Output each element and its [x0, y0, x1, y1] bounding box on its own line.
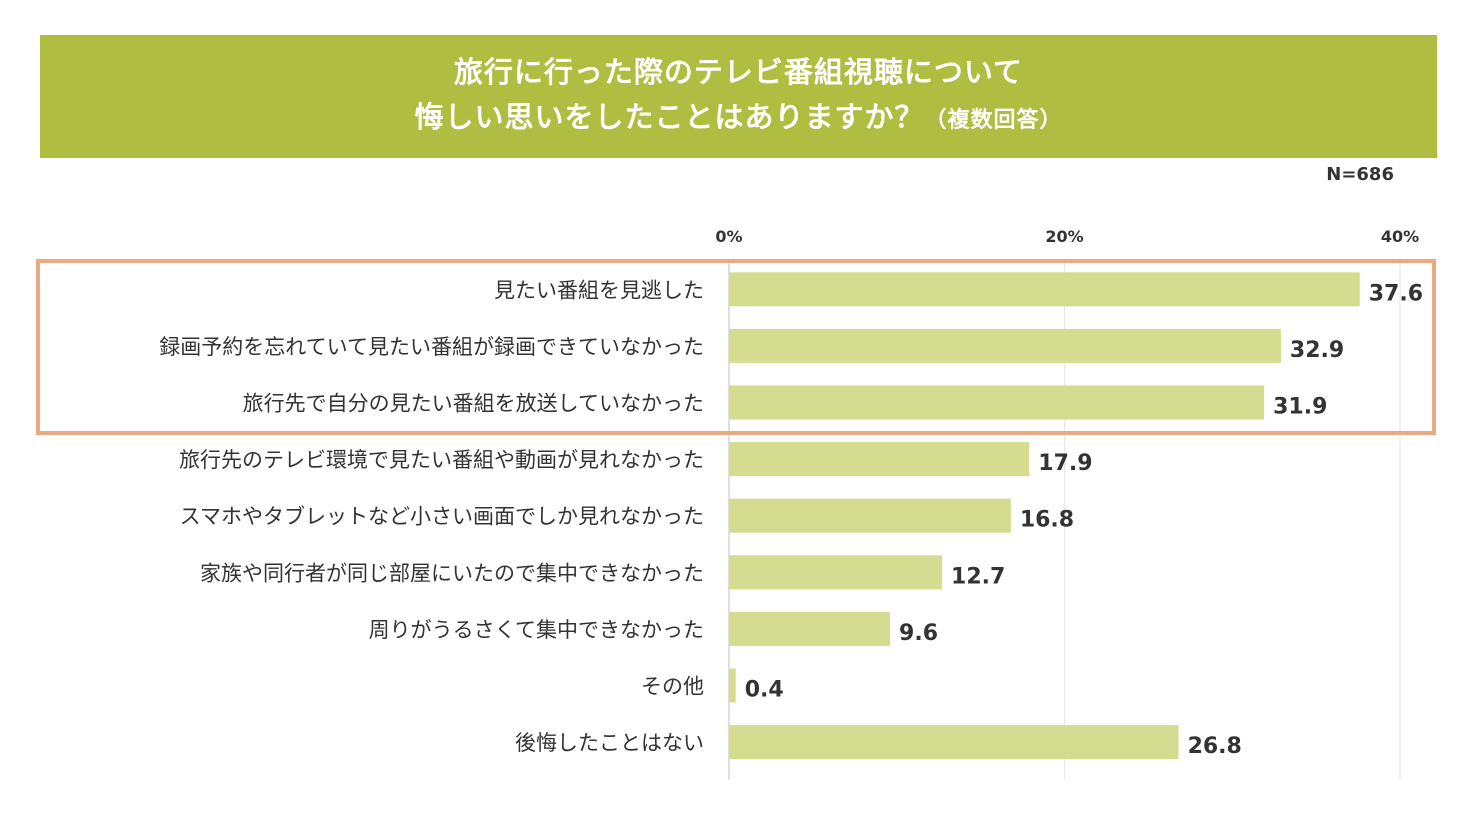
- value-label: 31.9: [1273, 395, 1327, 420]
- value-label: 16.8: [1020, 508, 1074, 533]
- category-label: 家族や同行者が同じ部屋にいたので集中できなかった: [200, 561, 704, 585]
- category-label: 見たい番組を見逃した: [494, 278, 704, 302]
- bar: [729, 498, 1011, 533]
- title-suffix: （複数回答）: [924, 108, 1063, 133]
- title-line-2: 悔しい思いをしたことはありますか？（複数回答）: [414, 95, 1062, 143]
- x-tick-label: 20%: [1045, 227, 1083, 246]
- value-label: 32.9: [1290, 338, 1344, 363]
- value-label: 37.6: [1369, 281, 1423, 306]
- bar: [729, 328, 1281, 363]
- sample-size: N=686: [1326, 164, 1394, 185]
- highlight-box: [36, 259, 1436, 435]
- category-label: その他: [641, 675, 704, 699]
- value-label: 26.8: [1188, 734, 1242, 759]
- value-label: 12.7: [951, 564, 1005, 589]
- title-line-1: 旅行に行った際のテレビ番組視聴について: [453, 55, 1024, 89]
- category-label: 旅行先のテレビ環境で見たい番組や動画が見れなかった: [179, 448, 704, 472]
- value-label: 0.4: [745, 678, 784, 703]
- x-tick-label: 40%: [1381, 227, 1419, 246]
- bar: [729, 272, 1360, 307]
- category-label: 周りがうるさくて集中できなかった: [369, 618, 704, 642]
- category-label: 後悔したことはない: [515, 731, 704, 755]
- bar: [729, 555, 943, 590]
- bar: [729, 442, 1030, 477]
- category-label: 録画予約を忘れていて見たい番組が録画できていなかった: [159, 335, 704, 359]
- category-label: スマホやタブレットなど小さい画面でしか見れなかった: [180, 505, 704, 529]
- bar: [729, 725, 1179, 760]
- category-label: 旅行先で自分の見たい番組を放送していなかった: [243, 392, 704, 416]
- title-line-2-text: 悔しい思いをしたことはありますか？: [414, 100, 925, 134]
- x-tick-label: 0%: [715, 227, 742, 246]
- title-banner: 旅行に行った際のテレビ番組視聴について 悔しい思いをしたことはありますか？（複数…: [40, 35, 1437, 158]
- bar: [729, 385, 1265, 420]
- value-label: 17.9: [1038, 451, 1092, 476]
- bar: [729, 611, 891, 646]
- bar: [729, 668, 736, 703]
- value-label: 9.6: [899, 621, 938, 646]
